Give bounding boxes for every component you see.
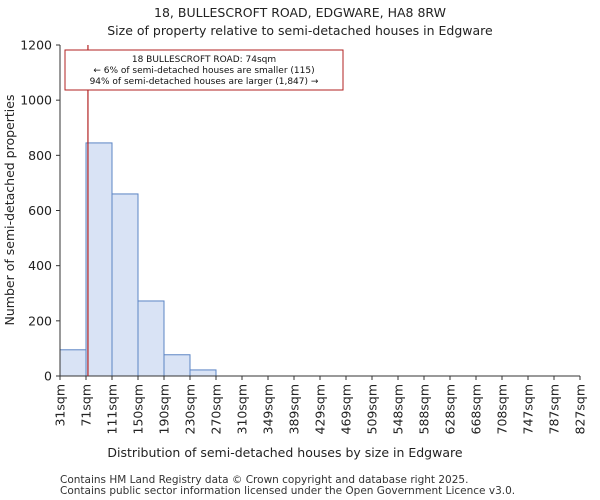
y-tick-label: 600 — [28, 203, 52, 218]
x-tick-label: 628sqm — [443, 384, 458, 434]
x-tick-label: 787sqm — [547, 384, 562, 434]
chart-title-line1: 18, BULLESCROFT ROAD, EDGWARE, HA8 8RW — [154, 5, 446, 20]
chart-title-line2: Size of property relative to semi-detach… — [107, 23, 493, 38]
x-tick-label: 747sqm — [521, 384, 536, 434]
x-tick-label: 230sqm — [183, 384, 198, 434]
x-axis-label: Distribution of semi-detached houses by … — [107, 445, 462, 460]
y-tick-label: 800 — [28, 148, 52, 163]
footer-line1: Contains HM Land Registry data © Crown c… — [60, 474, 468, 486]
y-tick-label: 0 — [44, 369, 52, 384]
x-tick-label: 548sqm — [391, 384, 406, 434]
y-tick-label: 1000 — [20, 93, 52, 108]
x-tick-label: 349sqm — [261, 384, 276, 434]
x-tick-label: 71sqm — [79, 384, 94, 427]
histogram-bar — [85, 142, 113, 377]
x-tick-label: 150sqm — [131, 384, 146, 434]
y-tick-label: 1200 — [20, 38, 52, 53]
x-tick-label: 509sqm — [365, 384, 380, 434]
histogram-bar — [189, 369, 217, 377]
annotation-box — [64, 49, 344, 91]
histogram-bar — [59, 349, 87, 377]
histogram-bar — [137, 300, 165, 377]
x-tick-label: 31sqm — [53, 384, 68, 427]
y-ticks-layer: 0 200 400 600 800 1000 1200 — [20, 38, 60, 384]
x-tick-label: 270sqm — [209, 384, 224, 434]
y-tick-label: 200 — [28, 313, 52, 328]
x-ticks-layer: 31sqm 71sqm 111sqm 150sqm 190sqm 230sqm 270sqm… — [53, 376, 588, 434]
x-tick-label: 190sqm — [157, 384, 172, 434]
x-tick-label: 827sqm — [573, 384, 588, 434]
x-tick-label: 668sqm — [469, 384, 484, 434]
histogram-bar — [111, 193, 139, 377]
x-tick-label: 708sqm — [495, 384, 510, 434]
x-tick-label: 389sqm — [287, 384, 302, 434]
x-tick-label: 588sqm — [417, 384, 432, 434]
annotation-line3: 94% of semi-detached houses are larger (… — [90, 77, 319, 87]
x-tick-label: 310sqm — [235, 384, 250, 434]
y-tick-label: 400 — [28, 258, 52, 273]
x-tick-label: 429sqm — [313, 384, 328, 434]
annotation-line2: ← 6% of semi-detached houses are smaller… — [93, 66, 314, 76]
bars-layer — [59, 142, 217, 377]
x-tick-label: 111sqm — [105, 384, 120, 434]
x-tick-label: 469sqm — [339, 384, 354, 434]
y-axis-label: Number of semi-detached properties — [2, 95, 17, 326]
histogram-bar — [163, 354, 191, 377]
annotation-line1: 18 BULLESCROFT ROAD: 74sqm — [132, 55, 276, 65]
footer-line2: Contains public sector information licen… — [60, 485, 515, 497]
